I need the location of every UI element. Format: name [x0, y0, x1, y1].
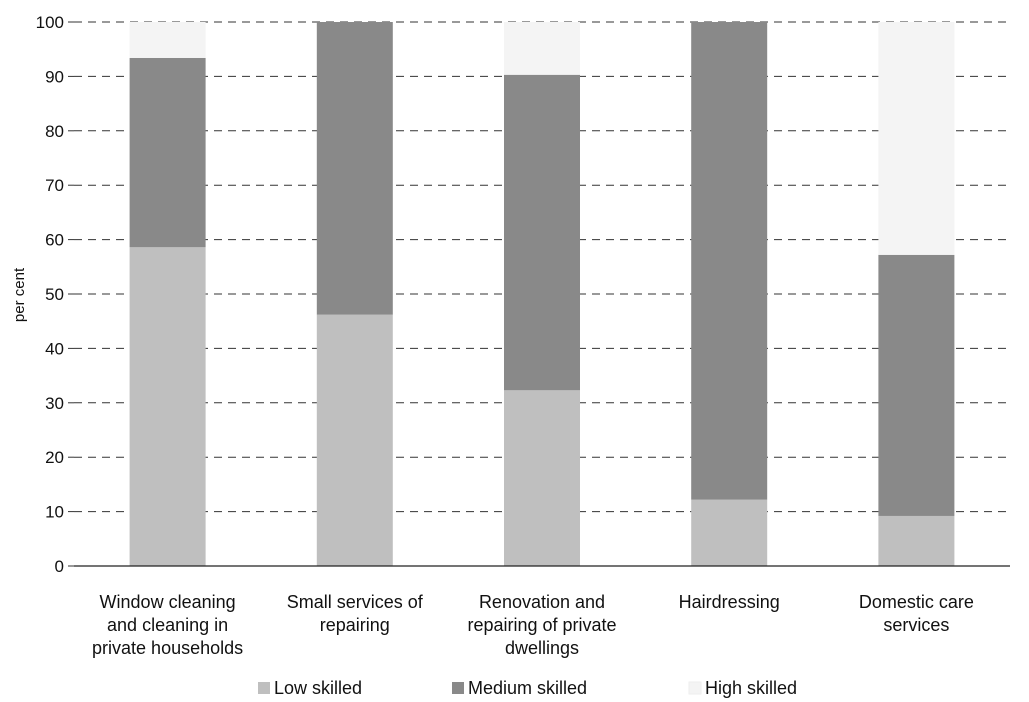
bar-segment-medium-skilled: [129, 57, 206, 248]
bar-segment-medium-skilled: [316, 22, 393, 315]
bar-segment-low-skilled: [316, 314, 393, 566]
y-tick-label: 10: [45, 503, 64, 522]
bar-segment-low-skilled: [129, 247, 206, 566]
y-tick-label: 60: [45, 231, 64, 250]
x-category-label: Domestic care services: [859, 592, 974, 635]
y-tick-label: 50: [45, 285, 64, 304]
y-tick-label: 90: [45, 67, 64, 86]
y-tick-label: 0: [55, 557, 64, 576]
bar-segment-low-skilled: [504, 390, 580, 566]
y-tick-label: 80: [45, 122, 64, 141]
x-axis-category-labels: Window cleaning and cleaning in private ho…: [92, 592, 974, 658]
bar-segment-low-skilled: [691, 499, 768, 566]
legend: Low skilled Medium skilled High skilled: [258, 678, 797, 698]
y-axis-title: per cent: [11, 267, 28, 322]
bar-segment-high-skilled: [129, 22, 206, 58]
y-tick-label: 30: [45, 394, 64, 413]
bar-segment-high-skilled: [504, 22, 580, 75]
x-category-label: Hairdressing: [679, 592, 780, 612]
x-category-label: Renovation and repairing of private dwelli…: [467, 592, 616, 658]
legend-label: Low skilled: [274, 678, 362, 698]
y-tick-label: 70: [45, 176, 64, 195]
y-axis-ticks: 0 10 20 30 40 50 60 70 80 90 100: [36, 13, 74, 576]
bars: [129, 22, 955, 566]
bar-segment-medium-skilled: [504, 74, 580, 391]
y-tick-label: 100: [36, 13, 64, 32]
bar-segment-low-skilled: [878, 515, 955, 566]
legend-swatch: [258, 682, 270, 694]
bar-segment-medium-skilled: [878, 254, 955, 516]
bar-segment-medium-skilled: [691, 22, 768, 500]
legend-swatch: [452, 682, 464, 694]
legend-swatch: [688, 681, 702, 695]
y-tick-label: 40: [45, 339, 64, 358]
y-tick-label: 20: [45, 448, 64, 467]
bar-segment-high-skilled: [878, 22, 955, 255]
x-category-label: Window cleaning and cleaning in private ho…: [92, 592, 243, 658]
legend-label: High skilled: [705, 678, 797, 698]
x-category-label: Small services of repairing: [287, 592, 424, 635]
legend-label: Medium skilled: [468, 678, 587, 698]
